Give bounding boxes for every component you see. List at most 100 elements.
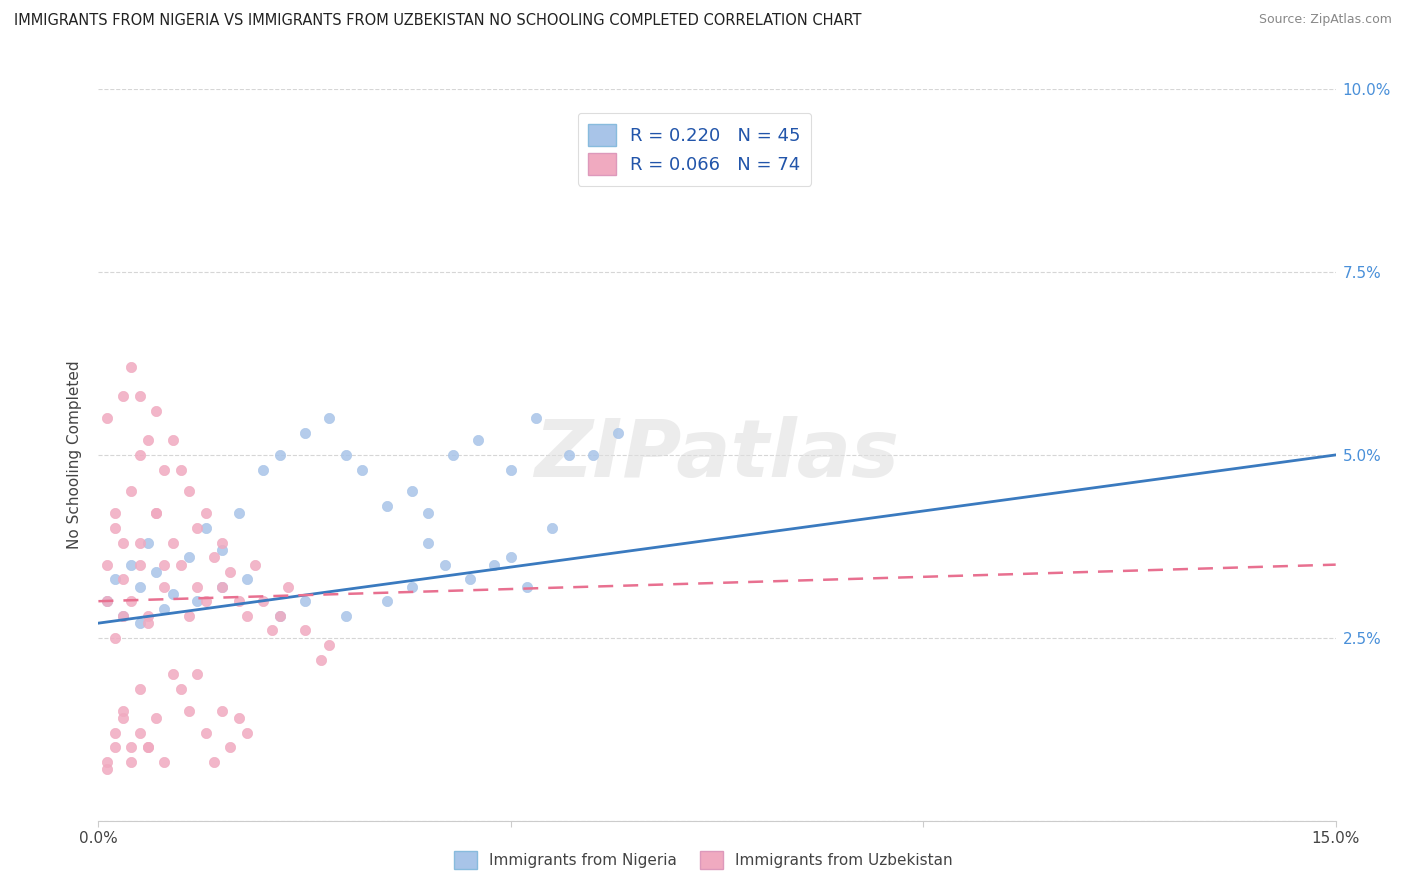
Point [153,601,176,615]
Point [194,594,217,608]
Point [269,608,291,623]
Point [136,434,159,448]
Point [136,740,159,755]
Point [186,594,208,608]
Point [228,594,250,608]
Y-axis label: No Schooling Completed: No Schooling Completed [67,360,83,549]
Point [179,704,201,718]
Point [458,572,481,586]
Point [401,484,423,499]
Point [136,616,159,631]
Point [202,755,225,769]
Point [277,580,299,594]
Point [607,425,630,440]
Point [294,624,316,638]
Point [136,740,159,755]
Point [120,594,142,608]
Point [236,572,259,586]
Point [524,411,547,425]
Point [186,580,208,594]
Legend: Immigrants from Nigeria, Immigrants from Uzbekistan: Immigrants from Nigeria, Immigrants from… [447,845,959,875]
Point [179,550,201,565]
Point [260,624,283,638]
Point [211,704,233,718]
Point [269,608,291,623]
Point [211,535,233,549]
Point [441,448,464,462]
Point [228,711,250,725]
Text: ZIPatlas: ZIPatlas [534,416,900,494]
Point [112,608,135,623]
Point [153,755,176,769]
Point [401,580,423,594]
Point [335,608,357,623]
Point [145,404,167,418]
Point [294,594,316,608]
Point [104,740,127,755]
Point [120,360,142,375]
Legend: R = 0.220   N = 45, R = 0.066   N = 74: R = 0.220 N = 45, R = 0.066 N = 74 [578,113,811,186]
Point [194,726,217,740]
Point [516,580,538,594]
Point [162,587,184,601]
Point [252,594,274,608]
Point [128,389,150,403]
Point [162,667,184,681]
Point [145,711,167,725]
Point [112,711,135,725]
Point [128,726,150,740]
Point [228,507,250,521]
Text: Source: ZipAtlas.com: Source: ZipAtlas.com [1258,13,1392,27]
Point [318,638,340,652]
Point [375,499,398,513]
Point [104,726,127,740]
Point [582,448,605,462]
Point [104,631,127,645]
Point [269,448,291,462]
Point [418,535,440,549]
Point [179,608,201,623]
Point [179,484,201,499]
Point [120,558,142,572]
Point [236,608,259,623]
Point [194,521,217,535]
Point [335,448,357,462]
Point [252,462,274,476]
Point [112,389,135,403]
Point [104,572,127,586]
Point [145,507,167,521]
Point [243,558,266,572]
Point [112,535,135,549]
Point [128,448,150,462]
Point [186,667,208,681]
Point [120,484,142,499]
Point [96,411,118,425]
Point [211,580,233,594]
Point [211,543,233,558]
Point [104,521,127,535]
Point [162,434,184,448]
Point [145,507,167,521]
Point [202,550,225,565]
Point [128,616,150,631]
Point [120,755,142,769]
Point [433,558,456,572]
Point [162,535,184,549]
Point [211,580,233,594]
Point [128,681,150,696]
Point [236,726,259,740]
Point [96,755,118,769]
Point [170,462,193,476]
Point [219,740,242,755]
Point [467,434,489,448]
Point [318,411,340,425]
Point [375,594,398,608]
Point [153,462,176,476]
Point [112,572,135,586]
Point [128,580,150,594]
Point [112,608,135,623]
Point [128,535,150,549]
Point [219,565,242,579]
Point [418,507,440,521]
Point [557,448,579,462]
